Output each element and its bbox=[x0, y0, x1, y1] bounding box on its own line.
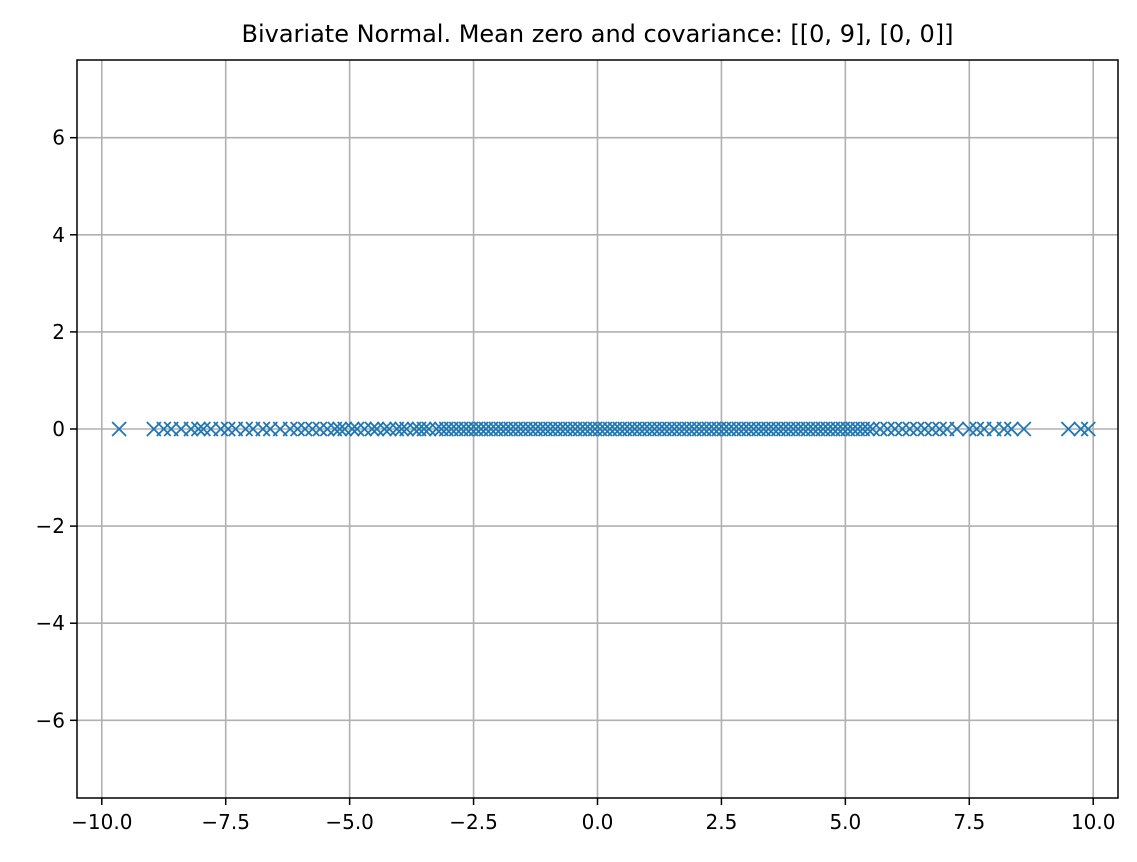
data-point bbox=[255, 421, 271, 437]
data-point bbox=[996, 421, 1012, 437]
y-tick-label: −6 bbox=[36, 708, 65, 732]
data-point bbox=[872, 421, 888, 437]
data-point bbox=[332, 421, 348, 437]
data-point bbox=[111, 421, 127, 437]
data-point bbox=[860, 421, 876, 437]
data-point bbox=[237, 421, 254, 437]
data-point bbox=[289, 421, 306, 437]
x-tick-label: −7.5 bbox=[201, 810, 250, 834]
data-point bbox=[1016, 421, 1032, 437]
data-point bbox=[421, 421, 437, 437]
data-point bbox=[961, 421, 977, 437]
data-point bbox=[190, 421, 207, 437]
data-point bbox=[931, 421, 948, 437]
x-tick-label: 5.0 bbox=[829, 810, 861, 834]
data-point bbox=[282, 421, 298, 437]
y-tick-label: 2 bbox=[52, 320, 65, 344]
data-point bbox=[887, 421, 903, 437]
data-point bbox=[909, 421, 925, 437]
y-tick-label: −4 bbox=[36, 611, 65, 635]
data-point bbox=[1073, 421, 1089, 437]
data-point bbox=[213, 421, 229, 437]
data-point bbox=[195, 421, 212, 437]
y-tick-label: 6 bbox=[52, 126, 65, 150]
x-tick-label: 2.5 bbox=[706, 810, 738, 834]
data-point bbox=[349, 421, 365, 437]
data-point bbox=[394, 421, 410, 437]
data-point bbox=[894, 421, 911, 437]
data-point bbox=[304, 421, 321, 437]
x-tick-label: 10.0 bbox=[1071, 810, 1116, 834]
data-point bbox=[369, 421, 385, 437]
data-point bbox=[381, 421, 397, 437]
data-point bbox=[364, 421, 380, 437]
x-tick-label: 0.0 bbox=[582, 810, 614, 834]
data-point bbox=[376, 421, 392, 437]
data-point bbox=[1060, 421, 1077, 437]
data-point bbox=[297, 421, 313, 437]
x-tick-label: −5.0 bbox=[325, 810, 374, 834]
data-point bbox=[344, 421, 360, 437]
data-point bbox=[1003, 421, 1020, 437]
data-point bbox=[879, 421, 896, 437]
y-tick-label: 4 bbox=[52, 223, 65, 247]
data-point bbox=[864, 421, 881, 437]
data-point bbox=[902, 421, 918, 437]
chart-title: Bivariate Normal. Mean zero and covarian… bbox=[242, 20, 954, 48]
x-tick-label: −2.5 bbox=[449, 810, 498, 834]
data-point bbox=[337, 421, 353, 437]
data-point bbox=[156, 421, 172, 437]
x-tick-label: 7.5 bbox=[953, 810, 985, 834]
axis-ticks: −10.0 −7.5 −5.0 −2.5 0.0 2.5 5.0 7.5 10.0 −6 −4 −2 0… bbox=[36, 126, 1116, 834]
y-tick-label: −2 bbox=[36, 514, 65, 538]
data-point bbox=[949, 421, 965, 437]
data-point bbox=[183, 421, 199, 437]
data-point bbox=[924, 421, 940, 437]
data-point bbox=[399, 421, 415, 437]
data-point bbox=[220, 421, 236, 437]
data-point bbox=[319, 421, 335, 437]
data-point bbox=[969, 421, 985, 437]
data-point bbox=[1080, 421, 1096, 437]
data-point bbox=[416, 421, 432, 437]
y-tick-label: 0 bbox=[52, 417, 65, 441]
data-point bbox=[356, 421, 373, 437]
data-points bbox=[111, 421, 1096, 437]
data-point bbox=[312, 421, 328, 437]
data-point bbox=[917, 421, 933, 437]
grid bbox=[77, 60, 1118, 798]
x-tick-label: −10.0 bbox=[71, 810, 132, 834]
